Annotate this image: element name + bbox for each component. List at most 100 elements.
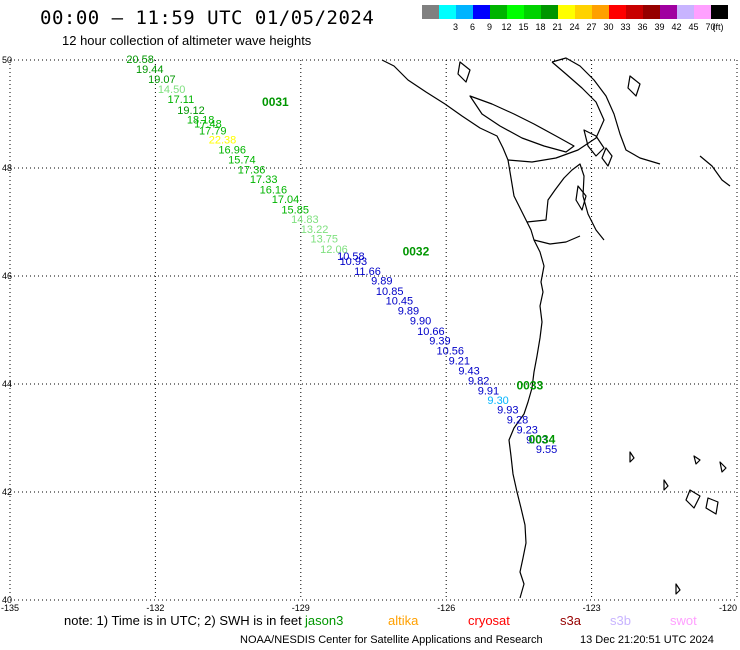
wave-height-label: 10.58: [337, 251, 365, 263]
legend-swatch: [711, 5, 728, 19]
footer-note: note: 1) Time is in UTC; 2) SWH is in fe…: [64, 613, 302, 628]
wave-height-label: 15.74: [228, 155, 256, 167]
lon-tick-label: -132: [146, 603, 164, 613]
wave-height-label: 9.91: [478, 385, 499, 397]
credit-line: NOAA/NESDIS Center for Satellite Applica…: [240, 634, 543, 646]
strait-coastline: [507, 61, 605, 163]
island-10: [693, 455, 701, 465]
legend-value-label: 3: [452, 22, 458, 32]
wave-height-label: 14.50: [158, 84, 186, 96]
legend-swatch: [609, 5, 626, 19]
legend-value-label: 33: [620, 22, 631, 32]
legend-value-label: 27: [586, 22, 597, 32]
color-scale-legend: 3 6 9 12 15 18 21 24 27 30 33 36 39 42 45 70 (ft): [422, 5, 728, 35]
wave-height-label: 16.16: [260, 184, 288, 196]
lon-tick-label: -120: [719, 603, 737, 613]
legend-value-label: 30: [603, 22, 614, 32]
wave-height-label: 17.48: [194, 119, 222, 131]
wave-height-label: 22.38: [209, 135, 237, 147]
wave-height-label: 9.82: [468, 376, 489, 388]
legend-value-label: 18: [535, 22, 546, 32]
island-1: [583, 129, 605, 157]
island-5: [627, 75, 641, 97]
wave-height-label: 9.43: [458, 365, 479, 377]
wave-height-label: 9.89: [371, 276, 392, 288]
map-subtitle: 12 hour collection of altimeter wave hei…: [62, 33, 312, 48]
lat-tick-label: 48: [2, 163, 12, 173]
legend-value-label: 24: [569, 22, 580, 32]
wave-height-label: 17.36: [238, 164, 266, 176]
satellite-name: jason3: [305, 613, 344, 628]
mainland-coastline: [381, 59, 545, 599]
wave-height-label: 10.85: [376, 286, 404, 298]
island-2: [601, 147, 613, 167]
lat-tick-label: 40: [2, 595, 12, 605]
wave-height-label: 20.58: [126, 54, 154, 66]
wave-height-label: 9.30: [487, 395, 508, 407]
vancouver-island-outline: [469, 95, 575, 153]
legend-swatch: [422, 5, 439, 19]
wave-height-label: 10.93: [340, 256, 368, 268]
wave-height-label: 9.03: [526, 434, 547, 446]
columbia-river-coastline: [533, 235, 581, 245]
pass-id-label: 0034: [529, 432, 556, 446]
lon-tick-label: -126: [437, 603, 455, 613]
legend-swatch: [660, 5, 677, 19]
generation-timestamp: 13 Dec 21:20:51 UTC 2024: [580, 634, 714, 646]
legend-swatch: [524, 5, 541, 19]
wave-height-label: 9.39: [429, 336, 450, 348]
wave-height-label: 10.45: [386, 296, 414, 308]
wave-height-label: 19.12: [177, 105, 205, 117]
wave-height-label: 11.66: [354, 266, 381, 278]
pass-id-label: 0033: [516, 378, 543, 392]
legend-swatch: [643, 5, 660, 19]
puget-sound-coastline: [526, 163, 605, 241]
lat-lon-grid: [9, 59, 738, 601]
wave-height-label: 9.89: [398, 305, 419, 317]
legend-swatch: [626, 5, 643, 19]
pass-id-labels: 0031 0032 0033 0034: [262, 95, 556, 446]
legend-value-label: 42: [671, 22, 682, 32]
pass-id-label: 0031: [262, 95, 289, 109]
map-title: 00:00 – 11:59 UTC 01/05/2024: [40, 7, 375, 29]
legend-value-label: 12: [501, 22, 512, 32]
wave-height-label: 13.75: [310, 234, 338, 246]
wave-height-label: 14.83: [291, 214, 319, 226]
coastline: [381, 57, 731, 599]
satellite-name: cryosat: [468, 613, 510, 628]
wave-height-label: 9.55: [536, 444, 557, 456]
legend-value-label: 45: [688, 22, 699, 32]
wave-height-label: 9.90: [410, 316, 431, 328]
legend-swatch: [507, 5, 524, 19]
wave-height-label: 9.93: [497, 405, 518, 417]
wave-height-label: 19.07: [148, 74, 176, 86]
wave-height-label: 18.18: [187, 115, 215, 127]
legend-value-label: 6: [469, 22, 475, 32]
legend-value-label: 39: [654, 22, 665, 32]
legend-value-label: 21: [552, 22, 563, 32]
island-12: [663, 479, 669, 491]
legend-swatch: [456, 5, 473, 19]
island-6: [699, 155, 731, 187]
legend-value-label: 9: [486, 22, 492, 32]
legend-swatch: [592, 5, 609, 19]
legend-swatch: [490, 5, 507, 19]
legend-unit: (ft): [712, 22, 724, 32]
wave-height-label: 17.33: [250, 174, 278, 186]
lat-tick-label: 50: [2, 55, 12, 65]
satellite-name: swot: [670, 613, 697, 628]
lat-tick-label: 46: [2, 271, 12, 281]
wave-height-label: 10.56: [437, 345, 465, 357]
lon-tick-label: -129: [292, 603, 310, 613]
legend-swatch: [541, 5, 558, 19]
legend-swatch: [473, 5, 490, 19]
wave-height-label: 10.66: [417, 326, 445, 338]
legend-value-label: 36: [637, 22, 648, 32]
axis-tick-labels: -135 -132 -129 -126 -123 -120 50 48 46 44 42 40: [1, 55, 737, 613]
legend-swatch: [694, 5, 711, 19]
satellite-name: s3a: [560, 613, 581, 628]
legend-value-label: 70: [705, 22, 716, 32]
legend-swatch: [677, 5, 694, 19]
pass-id-label: 0032: [403, 244, 430, 258]
